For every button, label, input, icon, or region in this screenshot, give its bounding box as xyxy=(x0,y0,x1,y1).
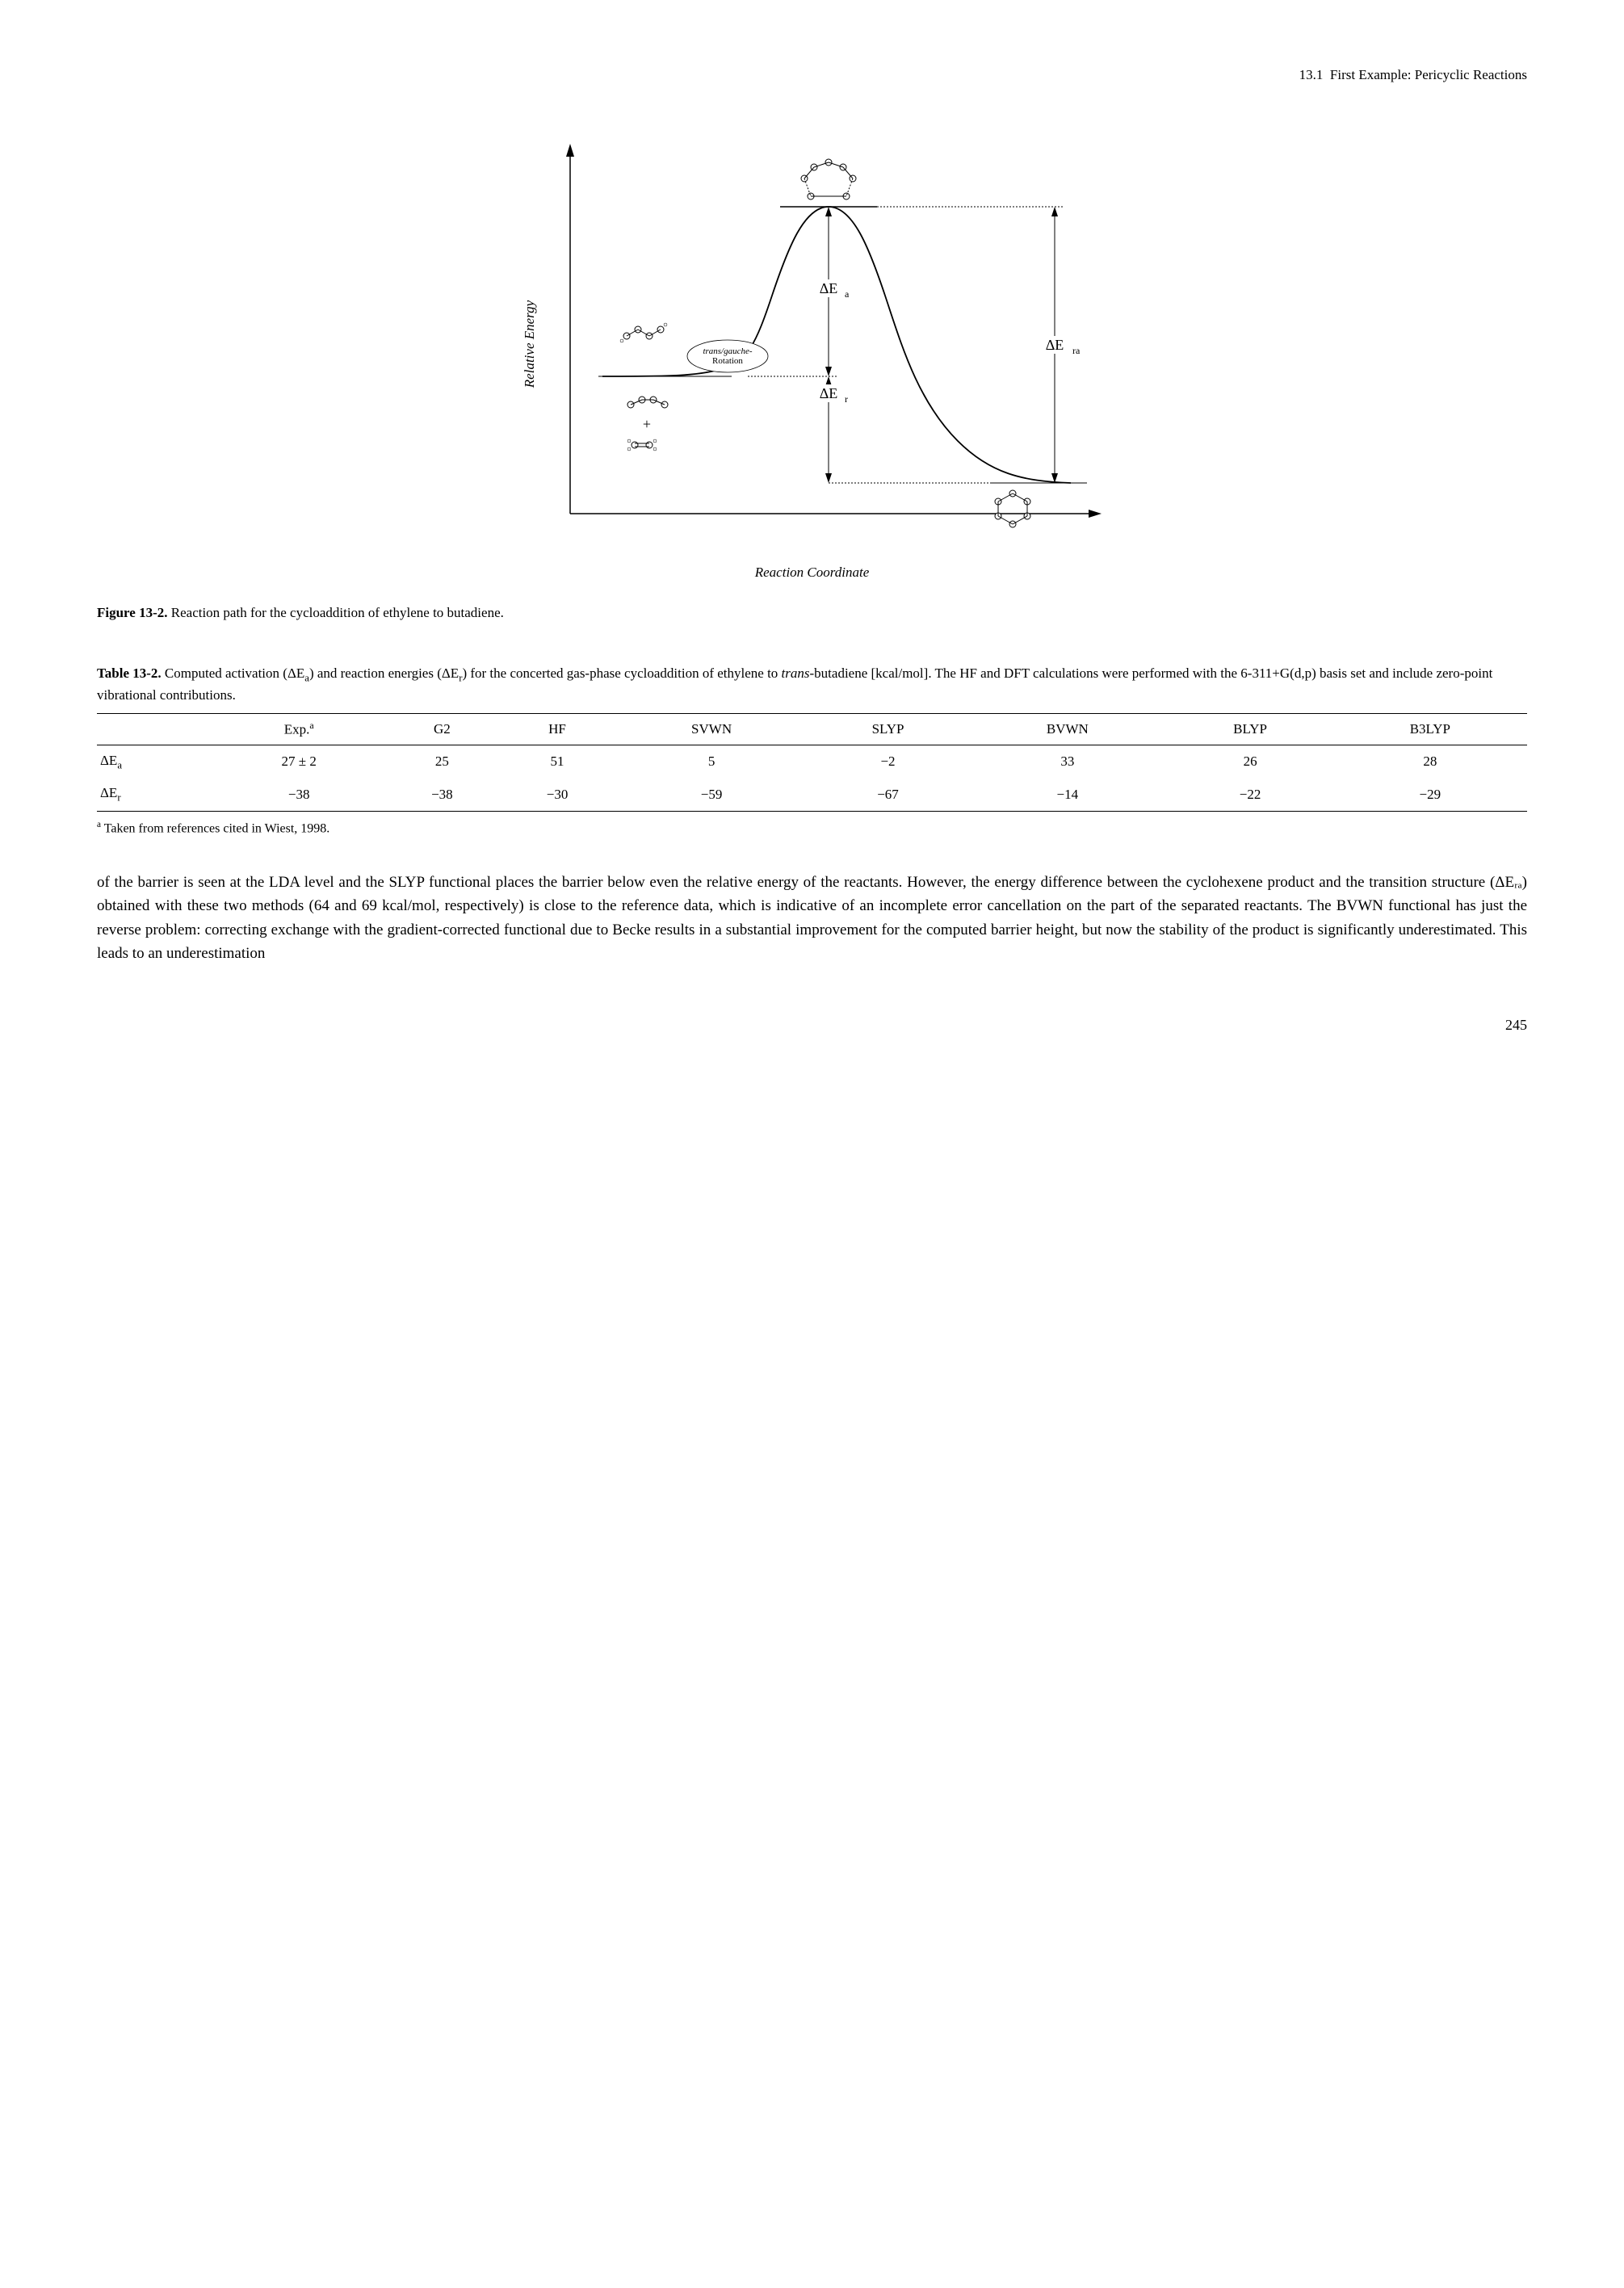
svg-text:Rotation: Rotation xyxy=(712,356,743,366)
table-label: Table 13-2. xyxy=(97,665,162,681)
svg-text:ΔE: ΔE xyxy=(1045,337,1064,353)
svg-text:+: + xyxy=(642,416,650,432)
svg-text:a: a xyxy=(845,288,850,300)
svg-text:ra: ra xyxy=(1072,345,1081,356)
row-label-ea: ΔEa xyxy=(97,745,213,778)
figure-caption-text: Reaction path for the cycloaddition of e… xyxy=(171,605,504,620)
table-header-row: Exp.a G2 HF SVWN SLYP BVWN BLYP B3LYP xyxy=(97,713,1527,745)
col-svwn: SVWN xyxy=(615,713,808,745)
figure-caption: Figure 13-2. Reaction path for the cyclo… xyxy=(97,602,1527,623)
section-number: 13.1 xyxy=(1299,67,1324,82)
col-exp: Exp.a xyxy=(213,713,384,745)
table-footnote: a Taken from references cited in Wiest, … xyxy=(97,818,1527,838)
svg-text:trans/gauche-: trans/gauche- xyxy=(703,346,752,356)
row-label-er: ΔEr xyxy=(97,778,213,811)
body-paragraph: of the barrier is seen at the LDA level … xyxy=(97,871,1527,966)
section-header: 13.1 First Example: Pericyclic Reactions xyxy=(97,65,1527,86)
svg-text:ΔE: ΔE xyxy=(819,280,837,296)
col-bvwn: BVWN xyxy=(967,713,1167,745)
svg-text:ΔE: ΔE xyxy=(819,385,837,401)
table-caption-pre: Computed activation (ΔE xyxy=(165,665,304,681)
page-number: 245 xyxy=(97,1014,1527,1036)
table-row: ΔEa 27 ± 2 25 51 5 −2 33 26 28 xyxy=(97,745,1527,778)
col-b3lyp: B3LYP xyxy=(1333,713,1527,745)
svg-text:r: r xyxy=(845,393,848,405)
col-g2: G2 xyxy=(384,713,500,745)
figure-13-2: Relative Energy ΔE a ΔE r xyxy=(97,134,1527,623)
figure-label: Figure 13-2. xyxy=(97,605,168,620)
reaction-path-diagram: Relative Energy ΔE a ΔE r xyxy=(506,134,1119,554)
table-row: ΔEr −38 −38 −30 −59 −67 −14 −22 −29 xyxy=(97,778,1527,811)
col-blyp: BLYP xyxy=(1167,713,1332,745)
table-caption: Table 13-2. Computed activation (ΔEa) an… xyxy=(97,664,1527,705)
data-table: Exp.a G2 HF SVWN SLYP BVWN BLYP B3LYP ΔE… xyxy=(97,713,1527,812)
col-blank xyxy=(97,713,213,745)
col-slyp: SLYP xyxy=(808,713,967,745)
col-hf: HF xyxy=(500,713,615,745)
x-axis-label: Reaction Coordinate xyxy=(97,562,1527,583)
svg-text:Relative Energy: Relative Energy xyxy=(522,300,537,388)
section-title: First Example: Pericyclic Reactions xyxy=(1330,67,1527,82)
